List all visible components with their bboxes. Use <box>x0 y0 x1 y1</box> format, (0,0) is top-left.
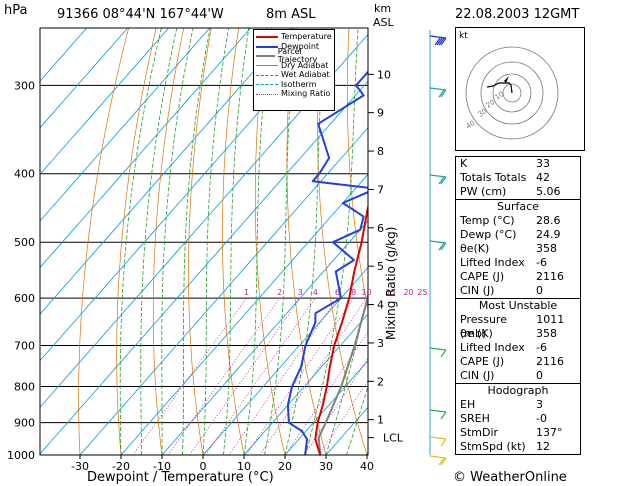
wind-barb <box>430 410 446 412</box>
stat-row: CAPE (J) 2116 <box>456 355 580 369</box>
stats-table: K 33 Totals Totals 42 PW (cm) 5.06 Surface … <box>455 156 581 455</box>
wind-barb-flag <box>441 350 446 357</box>
mixing-ratio-tick-label: 6 <box>335 288 340 297</box>
stat-row: Lifted Index -6 <box>456 341 580 355</box>
wind-barbs <box>430 30 446 465</box>
pressure-tick-label: 600 <box>14 292 35 305</box>
height-tick-label: 2 <box>377 375 384 388</box>
legend-swatch <box>256 84 278 85</box>
mixing-ratio-line <box>319 298 422 455</box>
legend-item: Dry Adiabat <box>256 62 328 70</box>
stat-row: SREH -0 <box>456 412 580 426</box>
lcl-label: LCL <box>383 432 404 445</box>
height-tick-label: 9 <box>377 107 384 120</box>
most-unstable-section-title: Most Unstable <box>456 298 580 313</box>
height-tick-label: 4 <box>377 299 384 312</box>
height-tick-label: 5 <box>377 260 384 273</box>
mixing-ratio-line <box>206 298 316 455</box>
wind-barb-flag <box>441 439 446 446</box>
temperature-tick-label: 30 <box>319 460 333 473</box>
stat-row: θe (K) 358 <box>456 327 580 341</box>
stat-row: Pressure (mb) 1011 <box>456 313 580 327</box>
stat-row: Lifted Index -6 <box>456 256 580 270</box>
height-tick-label: 1 <box>377 414 384 427</box>
legend-item: Isotherm <box>256 81 317 89</box>
legend-item: Wet Adiabat <box>256 71 330 79</box>
legend-swatch <box>256 94 278 95</box>
stat-row: StmDir 137° <box>456 426 580 440</box>
legend-swatch <box>256 65 278 66</box>
legend-label: Dry Adiabat <box>281 62 328 70</box>
legend-label: Wet Adiabat <box>281 71 330 79</box>
pressure-tick-label: 500 <box>14 236 35 249</box>
stat-row: θe(K) 358 <box>456 242 580 256</box>
mixing-ratio-tick-label: 25 <box>417 288 427 297</box>
wind-barb <box>430 175 446 177</box>
dry-adiabat-line <box>591 0 629 455</box>
wind-barb <box>430 241 446 243</box>
mixing-ratio-tick-label: 1 <box>244 288 249 297</box>
stat-row: K 33 <box>456 157 580 171</box>
legend-swatch <box>256 46 278 48</box>
stat-row: CAPE (J) 2116 <box>456 270 580 284</box>
mixing-ratio-tick-label: 20 <box>403 288 413 297</box>
wind-barb <box>430 348 446 350</box>
wind-barb <box>430 456 446 458</box>
legend-item: Parcel Trajectory <box>256 52 334 60</box>
stat-row: CIN (J) 0 <box>456 369 580 383</box>
legend-item: Temperature <box>256 33 332 41</box>
pressure-tick-label: 800 <box>14 380 35 393</box>
legend-label: Temperature <box>281 33 332 41</box>
mixing-ratio-tick-label: 10 <box>361 288 371 297</box>
stat-row: EH 3 <box>456 398 580 412</box>
stat-row: Temp (°C) 28.6 <box>456 214 580 228</box>
legend-swatch <box>256 55 275 57</box>
stat-row: CIN (J) 0 <box>456 284 580 298</box>
hodograph-section-title: Hodograph <box>456 383 580 398</box>
mixing-ratio-tick-label: 4 <box>313 288 318 297</box>
hodograph-panel: kt 10 20 30 40 <box>455 27 585 151</box>
pressure-tick-label: 1000 <box>7 449 35 462</box>
x-axis-label: Dewpoint / Temperature (°C) <box>87 471 274 484</box>
height-tick-label: 8 <box>377 145 384 158</box>
legend-swatch <box>256 75 278 76</box>
dry-adiabat-line <box>617 0 629 455</box>
wind-barb <box>430 88 446 90</box>
mixing-ratio-tick-label: 3 <box>298 288 303 297</box>
height-tick-label: 7 <box>377 183 384 196</box>
chart-legend: Temperature Dewpoint Parcel Trajectory Dry … <box>253 29 335 111</box>
surface-section-title: Surface <box>456 199 580 214</box>
wind-barb-flag <box>441 412 446 419</box>
legend-label: Isotherm <box>281 81 317 89</box>
pressure-tick-label: 900 <box>14 417 35 430</box>
stat-row: StmSpd (kt) 12 <box>456 440 580 454</box>
height-tick-label: 3 <box>377 337 384 350</box>
wind-barb <box>430 36 446 38</box>
stat-row: PW (cm) 5.06 <box>456 185 580 199</box>
chart-axes: 30040050060070080090010001 2 3 4 6 8 10 15 20 25-… <box>7 68 428 473</box>
legend-swatch <box>256 36 278 38</box>
mixing-ratio-tick-label: 2 <box>277 288 282 297</box>
stat-row: Totals Totals 42 <box>456 171 580 185</box>
hodograph-unit: kt <box>459 31 468 41</box>
pressure-tick-label: 700 <box>14 340 35 353</box>
legend-item: Mixing Ratio <box>256 90 330 98</box>
height-tick-label: 10 <box>377 68 391 81</box>
mixing-ratio-axis-label: Mixing Ratio (g/kg) <box>385 227 397 340</box>
pressure-tick-label: 400 <box>14 168 35 181</box>
temperature-tick-label: 40 <box>360 460 374 473</box>
copyright-label: © WeatherOnline <box>453 471 567 484</box>
pressure-tick-label: 300 <box>14 79 35 92</box>
temperature-tick-label: 20 <box>278 460 292 473</box>
wind-barb <box>430 437 446 439</box>
skew-t-figure: hPa 91366 08°44'N 167°44'W 8m ASL km ASL… <box>0 0 629 486</box>
stat-row: Dewp (°C) 24.9 <box>456 228 580 242</box>
legend-label: Mixing Ratio <box>281 90 330 98</box>
mixing-ratio-tick-label: 8 <box>351 288 356 297</box>
height-tick-label: 6 <box>377 222 384 235</box>
